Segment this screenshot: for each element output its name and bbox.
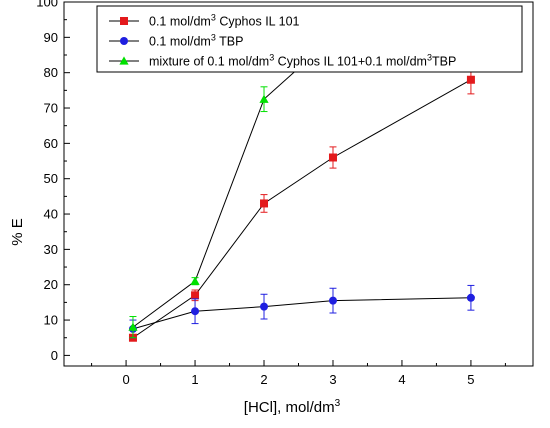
- legend-marker: [119, 56, 129, 65]
- x-tick-label: 4: [398, 372, 405, 387]
- data-point: [190, 276, 200, 285]
- legend-text-part: Cyphos IL 101+0.1 mol/dm: [274, 55, 427, 69]
- legend-entry-1: 0.1 mol/dm3 Cyphos IL 101: [149, 13, 300, 29]
- x-tick-label: 3: [329, 372, 336, 387]
- y-tick-label: 40: [44, 207, 58, 222]
- data-point: [328, 153, 337, 162]
- legend-text-part: TBP: [216, 35, 244, 49]
- y-tick-label: 100: [36, 0, 58, 10]
- data-point: [328, 296, 337, 305]
- legend-text-part: Cyphos IL 101: [216, 15, 300, 29]
- legend-superscript: 3: [269, 53, 274, 63]
- legend-superscript: 3: [427, 53, 432, 63]
- series-1: [128, 65, 475, 342]
- y-tick-label: 60: [44, 136, 58, 151]
- y-axis-label: % E: [9, 218, 26, 246]
- y-tick-label: 70: [44, 101, 58, 116]
- legend-superscript: 3: [211, 33, 216, 43]
- y-axis-ticks: 0 10 20 30 40 50 60 70 80 90 100: [36, 0, 70, 363]
- legend-text-part: 0.1 mol/dm: [149, 15, 211, 29]
- y-tick-label: 80: [44, 65, 58, 80]
- data-point: [259, 94, 269, 103]
- data-point: [191, 307, 200, 316]
- data-point: [466, 293, 475, 302]
- x-axis-ticks: 0 1 2 3 4 5: [91, 360, 506, 387]
- data-point: [260, 199, 269, 208]
- x-axis-label-superscript: 3: [335, 398, 341, 409]
- x-axis-label: [HCl], mol/dm3: [244, 398, 341, 416]
- data-point: [128, 322, 138, 331]
- x-tick-label: 0: [122, 372, 129, 387]
- x-tick-label: 2: [260, 372, 267, 387]
- x-tick-label: 5: [467, 372, 474, 387]
- data-point: [466, 75, 475, 84]
- y-tick-label: 90: [44, 30, 58, 45]
- x-axis-label-main: [HCl], mol/dm: [244, 399, 335, 416]
- legend-box: [96, 5, 523, 73]
- legend-text-part: mixture of 0.1 mol/dm: [149, 55, 269, 69]
- legend-marker: [120, 17, 128, 25]
- y-tick-label: 30: [44, 242, 58, 257]
- x-tick-label: 1: [191, 372, 198, 387]
- data-point: [260, 302, 269, 311]
- y-tick-label: 0: [51, 348, 58, 363]
- series-2: [128, 284, 475, 339]
- legend-text-part: 0.1 mol/dm: [149, 35, 211, 49]
- legend-marker: [120, 37, 128, 45]
- series-line: [132, 297, 471, 330]
- legend-text-part: TBP: [432, 55, 456, 69]
- legend-entry-3: mixture of 0.1 mol/dm3 Cyphos IL 101+0.1…: [149, 53, 456, 69]
- data-point: [191, 291, 200, 300]
- y-tick-label: 10: [44, 313, 58, 328]
- legend-superscript: 3: [211, 13, 216, 23]
- y-tick-label: 50: [44, 171, 58, 186]
- y-tick-label: 20: [44, 277, 58, 292]
- legend-entry-2: 0.1 mol/dm3 TBP: [149, 33, 243, 49]
